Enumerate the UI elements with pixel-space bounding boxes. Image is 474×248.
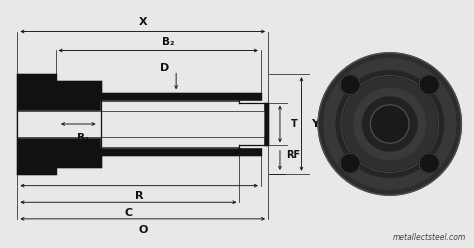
Text: O: O bbox=[138, 224, 147, 235]
Text: Y: Y bbox=[311, 119, 319, 129]
Circle shape bbox=[419, 75, 439, 95]
Circle shape bbox=[371, 105, 409, 143]
Polygon shape bbox=[18, 111, 263, 137]
Circle shape bbox=[354, 89, 426, 159]
Text: B₂: B₂ bbox=[162, 37, 174, 47]
Text: D: D bbox=[160, 63, 169, 73]
Polygon shape bbox=[18, 74, 55, 174]
Circle shape bbox=[343, 78, 436, 170]
Polygon shape bbox=[239, 103, 268, 145]
Circle shape bbox=[363, 97, 417, 151]
Circle shape bbox=[324, 59, 456, 189]
Text: T: T bbox=[291, 119, 297, 129]
Text: metallectsteel.com: metallectsteel.com bbox=[393, 233, 466, 242]
Text: X: X bbox=[138, 17, 147, 27]
Circle shape bbox=[318, 53, 461, 195]
Polygon shape bbox=[55, 93, 261, 155]
Text: C: C bbox=[124, 208, 132, 218]
Polygon shape bbox=[101, 101, 263, 147]
Circle shape bbox=[340, 75, 360, 95]
Circle shape bbox=[419, 153, 439, 173]
Circle shape bbox=[340, 153, 360, 173]
Circle shape bbox=[336, 71, 444, 177]
Text: RF: RF bbox=[286, 150, 300, 160]
Text: R: R bbox=[135, 191, 144, 201]
Text: B₁: B₁ bbox=[77, 132, 89, 143]
Polygon shape bbox=[55, 81, 101, 167]
